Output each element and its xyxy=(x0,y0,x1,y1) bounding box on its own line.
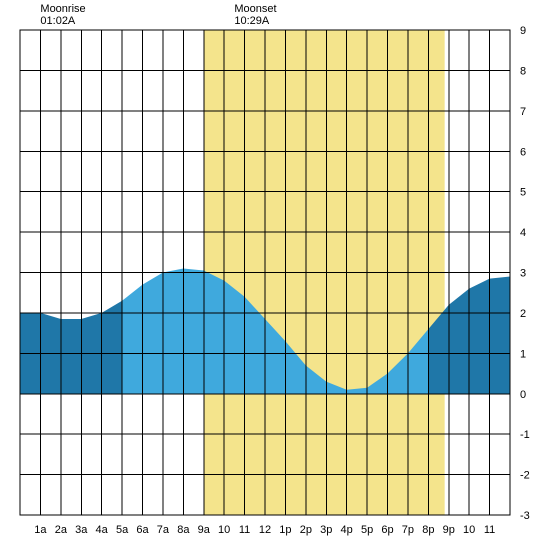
y-tick-label: 8 xyxy=(520,65,526,77)
y-tick-label: 9 xyxy=(520,25,526,37)
tide-segment xyxy=(102,301,122,394)
tide-segment xyxy=(163,268,183,393)
y-tick-label: 0 xyxy=(520,389,526,401)
y-tick-label: 3 xyxy=(520,268,526,280)
x-tick-label: 7p xyxy=(402,524,414,536)
y-tick-label: 7 xyxy=(520,106,526,118)
y-tick-label: -1 xyxy=(520,429,530,441)
x-tick-label: 8a xyxy=(177,524,190,536)
tide-segment xyxy=(490,277,510,394)
y-tick-label: 2 xyxy=(520,308,526,320)
tide-segment xyxy=(469,279,489,394)
x-tick-label: 10 xyxy=(463,524,475,536)
tide-segment xyxy=(61,319,81,394)
tide-segment xyxy=(183,268,203,393)
x-tick-label: 2p xyxy=(300,524,312,536)
y-tick-label: 4 xyxy=(520,227,526,239)
x-tick-label: 7a xyxy=(157,524,170,536)
x-tick-label: 5a xyxy=(116,524,129,536)
x-tick-label: 9p xyxy=(443,524,455,536)
x-tick-label: 11 xyxy=(484,524,495,536)
moonrise-time: 01:02A xyxy=(40,15,76,27)
x-tick-label: 12 xyxy=(259,524,271,536)
x-tick-label: 1a xyxy=(34,524,47,536)
x-tick-label: 5p xyxy=(361,524,373,536)
y-tick-label: 5 xyxy=(520,187,526,199)
x-tick-label: 2a xyxy=(55,524,68,536)
x-tick-label: 6a xyxy=(136,524,149,536)
tide-segment xyxy=(204,270,224,393)
x-tick-label: 6p xyxy=(381,524,393,536)
x-tick-label: 1p xyxy=(279,524,291,536)
x-tick-label: 4a xyxy=(96,524,109,536)
tide-segment xyxy=(122,285,142,394)
moonrise-label: Moonrise xyxy=(40,3,85,15)
x-tick-label: 9a xyxy=(198,524,211,536)
x-tick-label: 11 xyxy=(239,524,250,536)
moonset-label: Moonset xyxy=(234,3,276,15)
y-tick-label: -2 xyxy=(520,470,530,482)
x-tick-label: 8p xyxy=(422,524,434,536)
x-tick-label: 3p xyxy=(320,524,332,536)
tide-segment xyxy=(143,273,163,394)
tide-segment xyxy=(224,281,244,394)
y-tick-label: 6 xyxy=(520,146,526,158)
x-tick-label: 4p xyxy=(341,524,353,536)
tide-segment xyxy=(449,289,469,394)
x-tick-label: 3a xyxy=(75,524,88,536)
tide-chart: 9876543210-1-2-31a2a3a4a5a6a7a8a9a101112… xyxy=(0,0,550,550)
x-tick-label: 10 xyxy=(218,524,230,536)
y-tick-label: 1 xyxy=(520,348,526,360)
moonset-time: 10:29A xyxy=(234,15,270,27)
y-tick-label: -3 xyxy=(520,510,530,522)
